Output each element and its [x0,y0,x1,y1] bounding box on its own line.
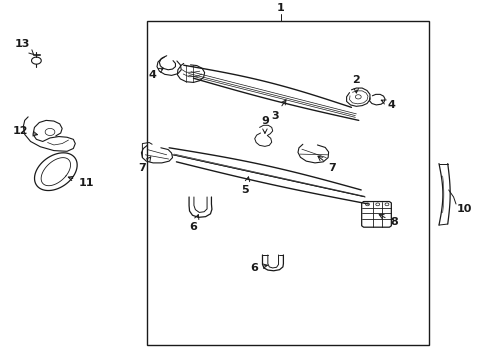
Text: 7: 7 [317,156,335,172]
Text: 11: 11 [68,176,94,188]
Text: 6: 6 [189,215,199,232]
Bar [147,21,428,345]
Text: 7: 7 [138,157,150,173]
Text: 6: 6 [250,263,267,273]
Text: 10: 10 [456,204,471,214]
Text: 4: 4 [381,100,395,110]
Text: 8: 8 [378,215,397,228]
Text: 2: 2 [352,75,360,93]
Text: 1: 1 [277,3,284,13]
Text: 13: 13 [15,39,34,54]
Text: 4: 4 [148,68,163,80]
Text: 9: 9 [261,116,268,133]
Text: 5: 5 [241,177,249,195]
Text: 12: 12 [13,126,38,136]
Text: 3: 3 [270,100,285,121]
